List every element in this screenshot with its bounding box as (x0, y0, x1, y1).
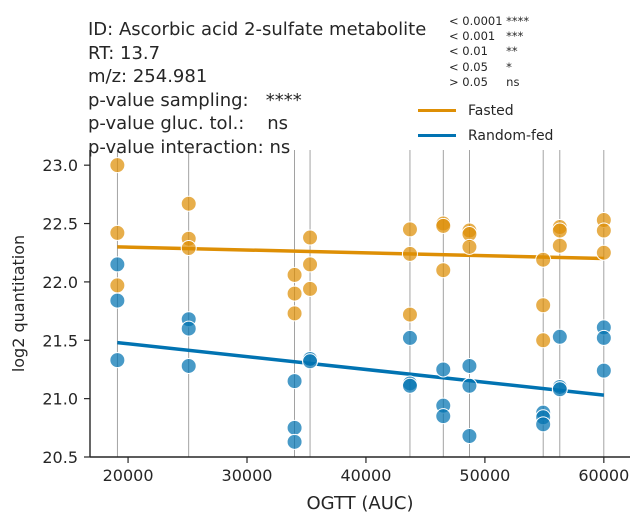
data-point-fasted (302, 280, 319, 297)
pvalue-key-row: < 0.01 ** (449, 44, 518, 59)
data-point-fasted (535, 297, 552, 314)
y-tick-label: 22.5 (42, 215, 78, 234)
legend-item-random-fed: Random-fed (418, 123, 553, 148)
y-tick-label: 21.5 (42, 331, 78, 350)
data-point-random-fed (435, 361, 452, 378)
title-line-id: ID: Ascorbic acid 2-sulfate metabolite (88, 19, 427, 40)
title-line-pvalue-sampling: p-value sampling: **** (88, 89, 302, 111)
data-point-fasted (109, 224, 126, 241)
data-point-random-fed (461, 377, 478, 394)
title-line-pvalue-gluc-tol: p-value gluc. tol.: ns (88, 113, 289, 134)
data-point-random-fed (401, 329, 418, 346)
x-tick-label: 60000 (578, 466, 629, 485)
data-point-random-fed (286, 419, 303, 436)
data-point-fasted (551, 222, 568, 239)
axes: 20000 30000 40000 50000 60000 20.5 21.0 21.5 22.… (42, 150, 630, 485)
x-tick-label: 30000 (222, 466, 273, 485)
data-point-fasted (109, 277, 126, 294)
legend-swatch-fasted (418, 108, 456, 113)
data-point-fasted (302, 229, 319, 246)
data-point-fasted (595, 244, 612, 261)
legend-item-fasted: Fasted (418, 98, 553, 123)
x-axis-label: OGTT (AUC) (307, 493, 414, 514)
data-point-fasted (401, 221, 418, 238)
legend-label-fasted: Fasted (468, 102, 514, 119)
fit-line-random-fed (117, 340, 605, 397)
chart-title: ID: Ascorbic acid 2-sulfate metabolite R… (88, 18, 426, 159)
data-point-random-fed (109, 292, 126, 309)
data-point-random-fed (551, 328, 568, 345)
y-tick-label: 20.5 (42, 448, 78, 467)
data-point-random-fed (461, 427, 478, 444)
data-point-random-fed (595, 362, 612, 379)
data-point-fasted (302, 256, 319, 273)
data-point-fasted (435, 217, 452, 234)
data-point-random-fed (109, 352, 126, 369)
x-tick-label: 20000 (103, 466, 154, 485)
data-point-random-fed (461, 357, 478, 374)
data-point-random-fed (109, 256, 126, 273)
data-point-random-fed (286, 433, 303, 450)
legend-label-random-fed: Random-fed (468, 127, 554, 144)
fit-lines (117, 245, 605, 397)
data-point-fasted (286, 285, 303, 302)
data-point-fasted (109, 157, 126, 174)
data-point-random-fed (551, 381, 568, 398)
y-axis-label: log2 quantitation (9, 235, 28, 372)
legend-swatch-random-fed (418, 133, 456, 138)
data-point-fasted (551, 237, 568, 254)
data-point-random-fed (180, 357, 197, 374)
pvalue-key-row: > 0.05 ns (449, 74, 520, 89)
data-point-random-fed (286, 373, 303, 390)
data-point-random-fed (435, 408, 452, 425)
data-point-fasted (401, 306, 418, 323)
x-tick-label: 40000 (340, 466, 391, 485)
data-point-fasted (401, 245, 418, 262)
title-line-pvalue-interaction: p-value interaction: ns (88, 136, 291, 158)
y-tick-label: 23.0 (42, 156, 78, 175)
y-tick-label: 21.0 (42, 390, 78, 409)
data-point-fasted (461, 238, 478, 255)
data-point-random-fed (535, 416, 552, 433)
fit-line-fasted (117, 245, 604, 261)
data-point-random-fed (401, 377, 418, 394)
data-point-random-fed (302, 353, 319, 370)
x-tick-label: 50000 (459, 466, 510, 485)
y-tick-label: 22.0 (42, 273, 78, 292)
legend: Fasted Random-fed (418, 98, 553, 148)
data-point-fasted (435, 262, 452, 279)
title-line-rt: RT: 13.7 (88, 42, 161, 64)
data-point-fasted (180, 195, 197, 212)
pvalue-key-row: < 0.05 * (449, 59, 512, 74)
data-point-fasted (180, 240, 197, 257)
title-line-mz: m/z: 254.981 (88, 66, 208, 87)
data-point-fasted (595, 222, 612, 239)
pvalue-key-row: < 0.0001 **** (449, 14, 530, 28)
data-points (109, 157, 612, 450)
data-point-fasted (286, 305, 303, 322)
pvalue-key-row: < 0.001 *** (449, 29, 524, 44)
data-point-fasted (535, 251, 552, 268)
data-point-fasted (535, 332, 552, 349)
data-point-fasted (286, 266, 303, 283)
pvalue-key: < 0.0001 **** < 0.001 *** < 0.01 ** < 0.… (449, 14, 529, 90)
data-point-random-fed (595, 329, 612, 346)
data-point-random-fed (180, 320, 197, 337)
